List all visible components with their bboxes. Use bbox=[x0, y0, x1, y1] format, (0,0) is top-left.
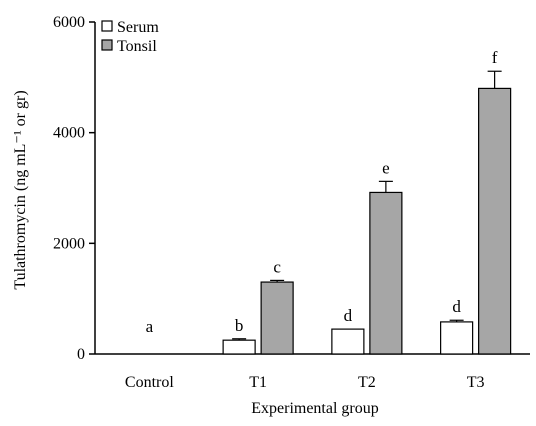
significance-label: b bbox=[235, 316, 244, 335]
bar-serum bbox=[331, 328, 365, 355]
significance-label: d bbox=[452, 297, 461, 316]
y-axis-label: Tulathromycin (ng mL⁻¹ or gr) bbox=[12, 90, 29, 289]
x-axis-label: Experimental group bbox=[251, 400, 379, 417]
x-tick-label: T1 bbox=[249, 374, 267, 391]
y-tick-label: 4000 bbox=[53, 125, 85, 142]
y-tick-label: 6000 bbox=[53, 14, 85, 31]
plot-area: 0 2000 4000 6000 Control a T1 b c T2 d e T3 d f bbox=[53, 14, 530, 391]
significance-label: d bbox=[344, 306, 353, 325]
y-tick-label: 0 bbox=[77, 346, 85, 363]
significance-label: f bbox=[492, 48, 498, 67]
significance-label: c bbox=[273, 257, 281, 276]
y-tick-label: 2000 bbox=[53, 235, 85, 252]
x-tick-label: Control bbox=[125, 374, 174, 391]
legend-swatch-tonsil bbox=[101, 39, 113, 51]
legend-label-tonsil: Tonsil bbox=[117, 38, 157, 55]
bar-tonsil bbox=[478, 87, 512, 355]
bar-serum bbox=[440, 321, 474, 355]
legend-swatch-serum bbox=[101, 20, 113, 32]
legend-label-serum: Serum bbox=[117, 19, 159, 36]
bar-serum bbox=[222, 339, 256, 355]
significance-label: a bbox=[146, 317, 154, 336]
bar-tonsil bbox=[369, 191, 403, 355]
bar-tonsil bbox=[260, 281, 294, 355]
legend: Serum Tonsil bbox=[101, 19, 159, 55]
significance-label: e bbox=[382, 158, 390, 177]
x-tick-label: T3 bbox=[467, 374, 485, 391]
x-tick-label: T2 bbox=[358, 374, 376, 391]
